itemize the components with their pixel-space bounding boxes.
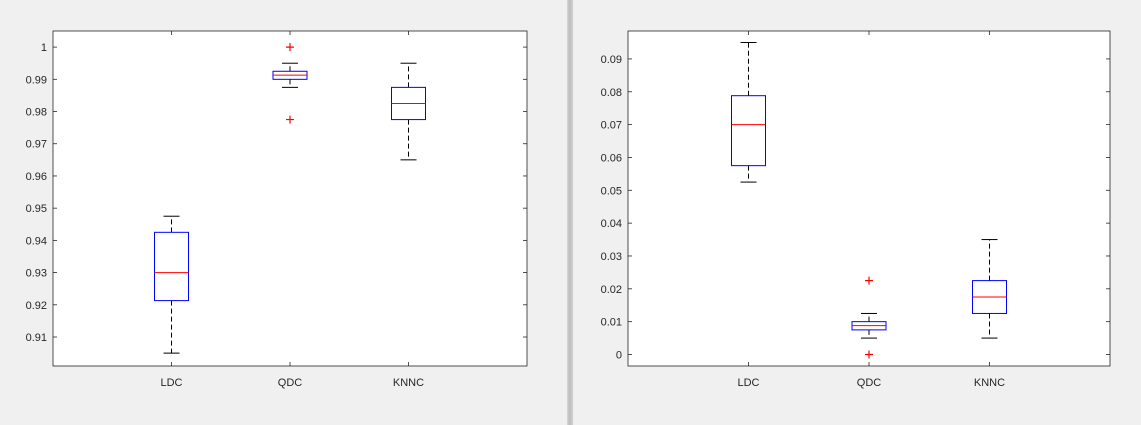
y-tick-label: 0.91 (26, 332, 47, 344)
iqr-box (731, 95, 766, 167)
y-tick-label: 0.99 (26, 74, 47, 86)
panel-divider[interactable] (567, 0, 573, 425)
x-category-label: LDC (737, 377, 759, 389)
y-tick-label: 0.05 (601, 185, 622, 197)
outlier-marker (865, 350, 873, 359)
x-category-label: QDC (857, 377, 882, 389)
y-tick-label: 0.02 (601, 284, 622, 296)
outlier-marker (865, 276, 873, 285)
y-tick-label: 0.07 (601, 120, 622, 132)
x-category-label: KNNC (974, 377, 1005, 389)
y-tick-label: 0.09 (601, 54, 622, 66)
y-tick-label: 0 (616, 350, 622, 362)
y-tick-label: 0.04 (601, 218, 622, 230)
iqr-box (154, 231, 189, 302)
y-tick-label: 1 (41, 42, 47, 54)
y-tick-label: 0.97 (26, 139, 47, 151)
right-boxplot-chart: 0 0.01 0.02 0.03 0.04 0.05 0.06 0.07 0.08 0.09 LDC… (601, 30, 1111, 389)
x-category-label: QDC (278, 377, 303, 389)
y-tick-label: 0.03 (601, 251, 622, 263)
plot-area (52, 30, 528, 367)
y-tick-label: 0.94 (26, 235, 47, 247)
x-category-label: KNNC (393, 377, 424, 389)
y-tick-label: 0.92 (26, 300, 47, 312)
y-tick-label: 0.93 (26, 268, 47, 280)
outlier-marker (286, 115, 294, 124)
left-boxplot-chart: 0.91 0.92 0.93 0.94 0.95 0.96 0.97 0.98 0.99 1 LDC… (26, 30, 528, 389)
outlier-marker (286, 43, 294, 52)
right-figure-panel: 0 0.01 0.02 0.03 0.04 0.05 0.06 0.07 0.08 0.09 LDC… (573, 0, 1141, 425)
left-figure-panel: 0.91 0.92 0.93 0.94 0.95 0.96 0.97 0.98 0.99 1 LDC… (0, 0, 567, 425)
plot-area (627, 30, 1111, 367)
y-tick-label: 0.01 (601, 317, 622, 329)
y-tick-label: 0.08 (601, 87, 622, 99)
y-tick-label: 0.96 (26, 171, 47, 183)
y-tick-label: 0.98 (26, 107, 47, 119)
x-category-label: LDC (160, 377, 182, 389)
y-tick-label: 0.95 (26, 203, 47, 215)
y-tick-label: 0.06 (601, 152, 622, 164)
